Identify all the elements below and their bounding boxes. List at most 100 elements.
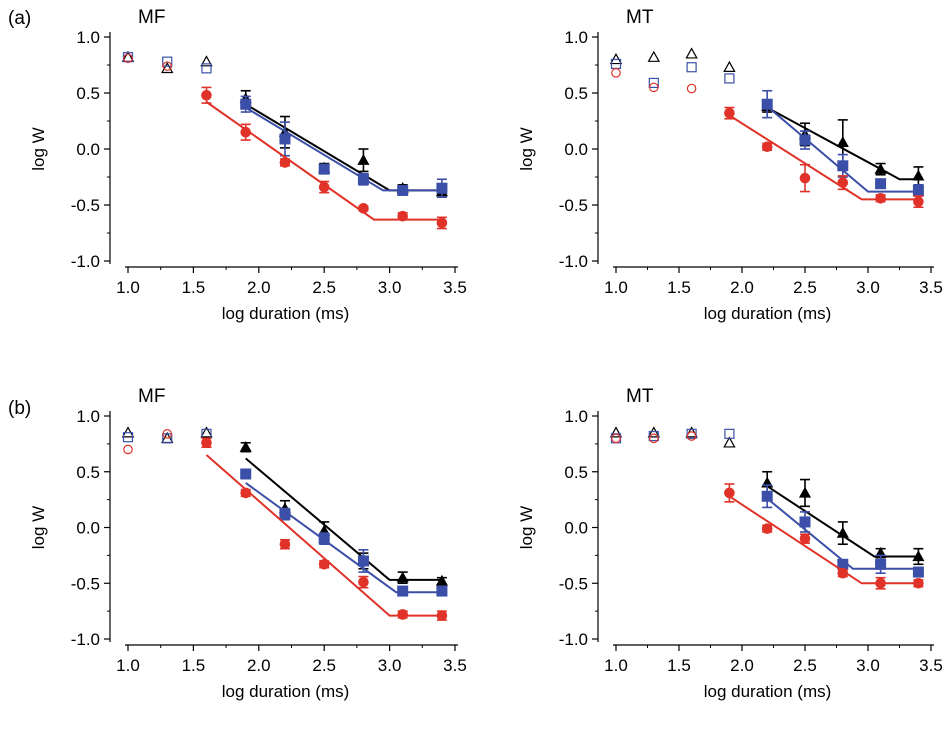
y-tick-label: 0.0 — [564, 519, 588, 538]
fit-line — [728, 495, 919, 585]
open-square-marker — [648, 77, 659, 89]
open-circle-marker — [611, 68, 621, 78]
y-axis-title: log W — [517, 127, 536, 170]
x-axis-title: log duration (ms) — [704, 682, 832, 701]
x-tick-label: 1.0 — [116, 656, 140, 675]
series-circle — [123, 429, 448, 621]
x-tick-label: 2.0 — [247, 656, 271, 675]
x-tick-label: 3.0 — [856, 278, 880, 297]
panels: 1.0 0.5 0.0 -0.5 -1.0 1.0 1.5 2.0 2.5 3.0 3.5 MF log… — [29, 7, 943, 701]
filled-square-marker — [912, 566, 924, 578]
x-tick-label: 1.0 — [116, 278, 140, 297]
open-triangle-marker — [161, 61, 174, 74]
x-tick-label: 1.5 — [667, 656, 691, 675]
filled-circle-marker — [240, 487, 252, 499]
open-square-marker — [162, 56, 173, 67]
row-label-a: (a) — [8, 8, 31, 29]
filled-circle-marker — [279, 157, 291, 168]
filled-square-marker — [279, 133, 291, 145]
filled-triangle-marker — [836, 136, 849, 147]
series-triangle — [121, 426, 448, 586]
y-tick-label: -1.0 — [559, 630, 588, 649]
fit-line — [245, 106, 442, 192]
filled-circle-marker — [875, 577, 886, 589]
open-square-marker — [648, 430, 659, 442]
filled-square-marker — [875, 178, 887, 190]
filled-triangle-marker — [239, 440, 252, 452]
x-tick-label: 3.0 — [856, 656, 880, 675]
y-tick-label: 0.5 — [76, 84, 100, 103]
x-tick-label: 2.0 — [247, 278, 271, 297]
filled-triangle-marker — [357, 153, 370, 165]
panel-title: MF — [138, 386, 165, 407]
row-label-b: (b) — [8, 398, 31, 419]
x-tick-label: 3.5 — [443, 278, 467, 297]
x-tick-label: 3.5 — [919, 656, 943, 675]
x-tick-label: 2.5 — [312, 278, 336, 297]
open-square-marker — [724, 428, 735, 439]
filled-square-marker — [761, 490, 773, 502]
series-square — [610, 428, 924, 578]
filled-square-marker — [240, 98, 252, 110]
filled-circle-marker — [837, 567, 849, 579]
filled-triangle-marker — [798, 486, 812, 498]
x-axis-title: log duration (ms) — [704, 304, 832, 323]
panel-title: MF — [138, 7, 165, 28]
series-circle — [611, 431, 924, 590]
y-tick-label: -0.5 — [559, 196, 588, 215]
y-tick-label: 0.5 — [564, 463, 588, 482]
filled-circle-marker — [837, 177, 849, 188]
x-tick-label: 3.0 — [378, 656, 402, 675]
filled-square-marker — [799, 516, 811, 528]
open-circle-marker — [123, 444, 133, 455]
open-square-marker — [724, 73, 735, 84]
y-tick-label: 0.5 — [564, 84, 588, 103]
filled-circle-marker — [397, 210, 408, 222]
fit-line — [728, 114, 919, 201]
filled-circle-marker — [201, 89, 212, 101]
open-triangle-marker — [647, 50, 661, 62]
filled-circle-marker — [724, 487, 735, 499]
filled-circle-marker — [240, 126, 252, 138]
filled-circle-marker — [913, 577, 924, 589]
open-triangle-marker — [723, 436, 736, 448]
fit-line — [205, 454, 442, 617]
filled-triangle-marker — [396, 571, 409, 583]
y-tick-label: 1.0 — [564, 407, 588, 426]
filled-square-marker — [357, 173, 369, 185]
y-tick-label: 1.0 — [564, 28, 588, 47]
y-tick-label: -0.5 — [71, 196, 100, 215]
x-tick-label: 2.5 — [312, 656, 336, 675]
filled-triangle-marker — [836, 526, 849, 538]
filled-square-marker — [318, 533, 330, 545]
y-tick-label: 0.0 — [76, 519, 100, 538]
series-circle — [611, 68, 924, 209]
x-tick-label: 1.5 — [182, 656, 206, 675]
panel-title: MT — [626, 386, 654, 407]
open-triangle-marker — [200, 55, 213, 67]
open-circle-marker — [162, 429, 173, 439]
filled-square-marker — [240, 468, 252, 480]
x-tick-label: 1.0 — [604, 656, 628, 675]
filled-circle-marker — [279, 538, 291, 550]
series-square — [122, 52, 448, 198]
y-axis-title: log W — [517, 506, 536, 549]
open-square-marker — [201, 63, 212, 74]
y-tick-label: 0.0 — [76, 140, 100, 159]
filled-circle-marker — [397, 609, 408, 620]
x-tick-label: 3.5 — [443, 656, 467, 675]
open-circle-marker — [686, 431, 697, 441]
filled-square-marker — [761, 98, 773, 110]
fit-line — [766, 106, 919, 181]
open-circle-marker — [611, 433, 621, 444]
filled-square-marker — [799, 134, 811, 146]
chart-panel-4: 1.0 0.5 0.0 -0.5 -1.0 1.0 1.5 2.0 2.5 3.0 3.5 MT log… — [517, 386, 943, 701]
filled-square-marker — [912, 184, 924, 196]
filled-circle-marker — [318, 181, 330, 193]
filled-square-marker — [397, 585, 409, 597]
open-square-marker — [122, 432, 134, 443]
y-tick-label: 0.0 — [564, 140, 588, 159]
open-triangle-marker — [723, 60, 736, 73]
x-axis-title: log duration (ms) — [222, 682, 350, 701]
filled-circle-marker — [761, 523, 773, 534]
